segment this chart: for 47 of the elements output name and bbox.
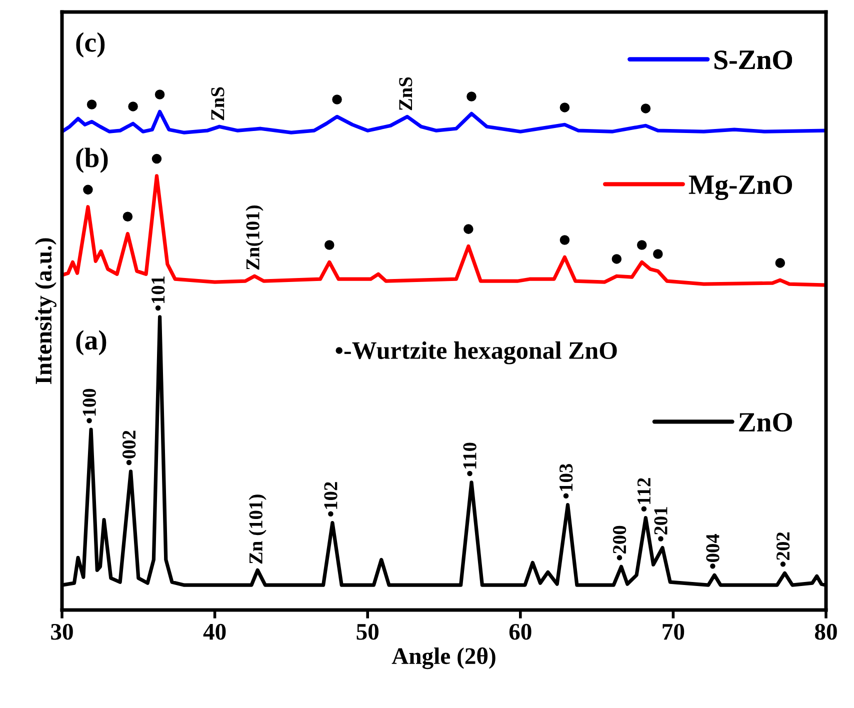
annotation: • bbox=[324, 240, 334, 250]
x-tick-label: 50 bbox=[356, 624, 379, 640]
annotation: • bbox=[86, 100, 97, 110]
annotation: •200 bbox=[612, 526, 626, 560]
annotation: • bbox=[128, 102, 138, 112]
annotation: •002 bbox=[122, 430, 136, 466]
annotation: • bbox=[464, 224, 474, 234]
annotation: •100 bbox=[82, 388, 96, 424]
annotation: •-Wurtzite hexagonal ZnO bbox=[336, 341, 617, 364]
annotation: Zn(101) bbox=[246, 206, 264, 270]
annotation: •112 bbox=[637, 478, 650, 512]
x-tick-label: 80 bbox=[814, 624, 837, 640]
annotation: Zn (101) bbox=[248, 494, 266, 564]
x-tick-label: 60 bbox=[509, 624, 532, 640]
annotation: •004 bbox=[706, 534, 720, 569]
text: (c) bbox=[76, 32, 105, 58]
annotation: (b) bbox=[76, 148, 108, 173]
legend-label: S-ZnO bbox=[714, 50, 792, 70]
annotation: ZnS bbox=[399, 77, 412, 110]
annotation: • bbox=[612, 254, 622, 264]
annotation: • bbox=[152, 154, 162, 164]
legend-label: ZnO bbox=[739, 412, 792, 432]
annotation: • bbox=[775, 258, 786, 268]
y-axis-title: Intensity (a.u.) bbox=[34, 238, 56, 384]
annotation: • bbox=[560, 235, 570, 245]
annotation: • bbox=[560, 102, 570, 112]
annotation: •202 bbox=[776, 532, 790, 567]
x-tick-label: 30 bbox=[51, 624, 73, 640]
annotation: (a) bbox=[76, 330, 106, 356]
annotation: ZnS bbox=[211, 87, 224, 120]
annotation: • bbox=[653, 249, 663, 259]
annotation: •110 bbox=[463, 442, 476, 476]
annotation: •103 bbox=[560, 464, 573, 499]
annotation: •101 bbox=[152, 276, 165, 311]
annotation: • bbox=[154, 90, 165, 100]
annotation: • bbox=[636, 240, 647, 250]
x-tick-label: 40 bbox=[203, 624, 226, 640]
annotation: • bbox=[83, 184, 93, 195]
annotation: • bbox=[640, 104, 651, 114]
x-axis-title: Angle (2θ) bbox=[392, 647, 496, 670]
x-tick-label: 70 bbox=[662, 624, 684, 640]
annotation: • bbox=[122, 212, 133, 222]
annotation: • bbox=[466, 92, 476, 102]
legend-label: Mg-ZnO bbox=[688, 175, 792, 200]
annotation: • bbox=[332, 94, 342, 104]
annotation: •102 bbox=[324, 482, 338, 516]
annotation: •201 bbox=[654, 507, 668, 542]
